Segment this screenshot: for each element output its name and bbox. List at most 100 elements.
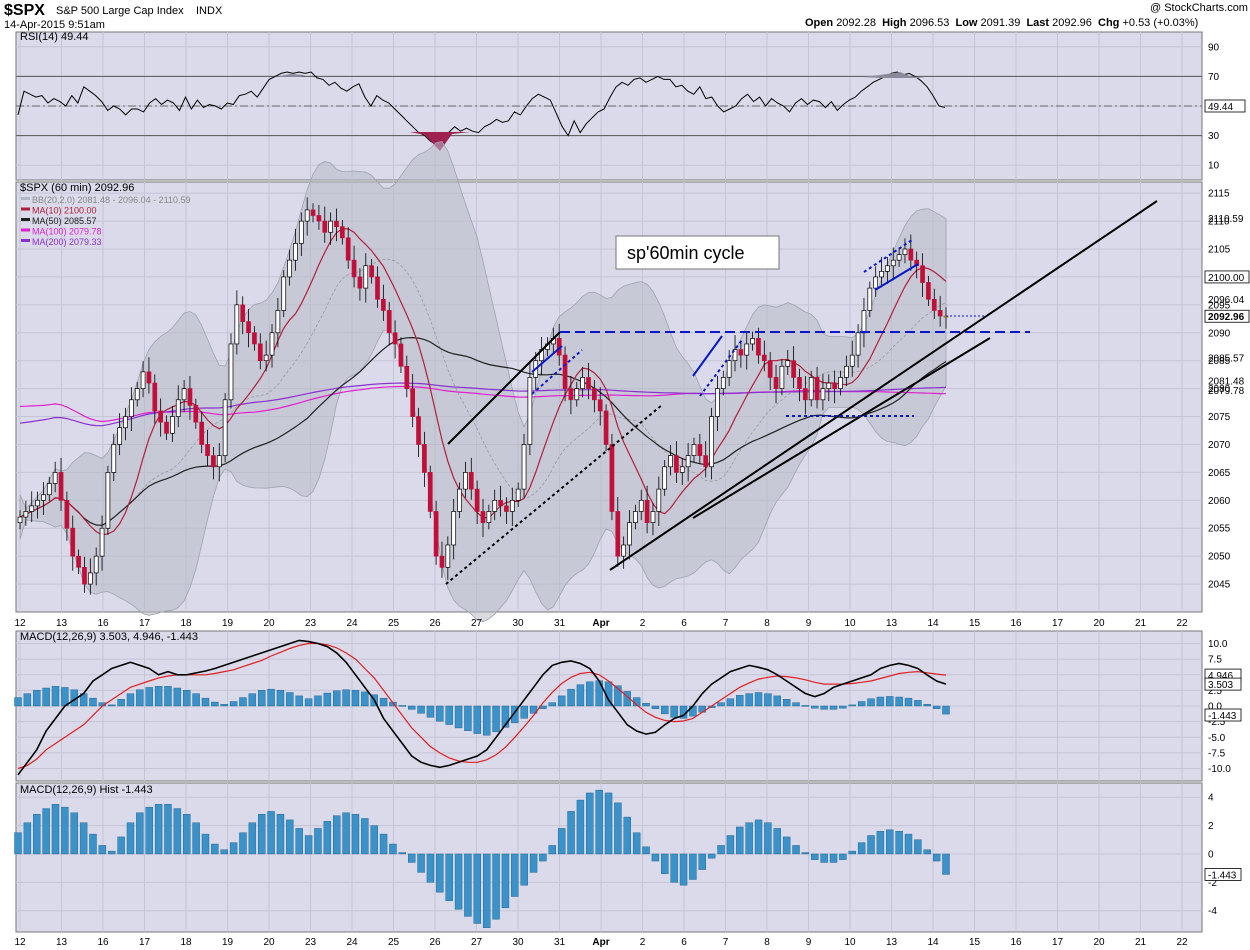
price-candle xyxy=(808,370,814,407)
candle-body xyxy=(527,377,533,445)
macd-histogram-bar xyxy=(61,687,69,707)
candle-body xyxy=(392,332,398,345)
price-value-label: 2079.78 xyxy=(1208,386,1245,397)
price-candle xyxy=(99,515,105,571)
macd-histogram-bar xyxy=(717,702,725,707)
hist-bar xyxy=(492,853,500,920)
x-tick-label: 24 xyxy=(346,618,358,629)
price-candle xyxy=(304,197,310,236)
y-tick-label: 2110 xyxy=(1208,217,1230,228)
price-candle xyxy=(826,374,832,402)
x-tick-label: 30 xyxy=(512,937,524,948)
y-tick-label: 7.5 xyxy=(1208,655,1222,666)
candle-body xyxy=(164,421,169,434)
x-tick-label: 18 xyxy=(180,937,192,948)
price-candle xyxy=(269,324,275,368)
candle-body xyxy=(76,555,81,568)
x-tick-label: 13 xyxy=(56,618,68,629)
x-tick-label: 25 xyxy=(388,618,400,629)
candle-body xyxy=(17,516,23,523)
macd-histogram-bar xyxy=(548,702,557,707)
price-candle xyxy=(568,376,574,415)
open-value: 2092.28 xyxy=(836,17,876,29)
price-candle xyxy=(287,249,292,286)
price-candle xyxy=(621,536,627,569)
candle-body xyxy=(697,444,703,456)
hist-bar xyxy=(445,853,453,901)
x-tick-label: 9 xyxy=(806,618,812,629)
y-tick-label: 2070 xyxy=(1208,440,1231,451)
low-label: Low xyxy=(955,17,978,29)
hist-bar xyxy=(117,836,125,855)
price-candle xyxy=(328,212,333,245)
x-tick-label: 16 xyxy=(97,937,109,948)
macd-histogram-bar xyxy=(886,696,894,707)
hist-bar xyxy=(276,814,285,855)
macd-histogram-bar xyxy=(782,699,791,707)
y-tick-label: -5.0 xyxy=(1208,733,1226,744)
x-tick-label: 8 xyxy=(764,937,770,948)
macd-histogram-bar xyxy=(361,691,369,707)
hist-bar xyxy=(820,853,828,863)
price-candle xyxy=(744,331,750,370)
macd-histogram-bar xyxy=(23,693,32,707)
hist-bar xyxy=(782,836,791,855)
candle-body xyxy=(504,505,509,512)
candle-body xyxy=(187,388,193,406)
macd-histogram-bar xyxy=(642,702,650,707)
price-candle xyxy=(398,337,404,373)
x-tick-label: 31 xyxy=(554,618,566,629)
candle-body xyxy=(269,332,275,356)
macd-histogram-bar xyxy=(154,686,163,707)
price-candle xyxy=(164,415,169,440)
candle-body xyxy=(152,382,158,412)
x-tick-label: 15 xyxy=(969,618,981,629)
hist-bar xyxy=(323,821,332,855)
candle-body xyxy=(791,360,796,378)
price-candle xyxy=(562,346,568,402)
price-candle xyxy=(509,487,515,526)
candle-body xyxy=(849,354,855,367)
y-tick-label: 2090 xyxy=(1208,328,1231,339)
candle-body xyxy=(398,343,404,367)
candle-body xyxy=(592,388,597,401)
hist-bar xyxy=(295,828,303,855)
price-candle xyxy=(797,368,802,402)
hist-bar xyxy=(51,804,60,855)
legend-entry: MA(50) 2085.57 xyxy=(32,216,97,226)
macd-value-label: 4.946 xyxy=(1208,671,1233,682)
hist-bar xyxy=(707,853,716,859)
candle-body xyxy=(597,399,603,412)
price-candle xyxy=(439,541,445,578)
candle-body xyxy=(820,388,826,401)
hist-bar xyxy=(436,853,444,893)
macd-histogram-bar xyxy=(651,705,660,710)
candle-body xyxy=(351,259,357,278)
price-candle xyxy=(82,556,87,593)
price-candle xyxy=(474,480,480,525)
candle-body xyxy=(685,455,691,468)
macd-histogram-bar xyxy=(811,705,819,709)
hist-bar xyxy=(229,842,238,855)
chg-value: +0.53 (+0.03%) xyxy=(1122,17,1199,29)
candle-body xyxy=(375,276,380,300)
hist-bar xyxy=(126,822,135,855)
price-candle xyxy=(281,270,287,318)
price-candle xyxy=(814,366,820,409)
blue-flag-lower xyxy=(531,349,583,395)
legend-swatch xyxy=(21,218,30,221)
price-candle xyxy=(199,411,205,454)
macd-histogram-bar xyxy=(839,705,847,709)
price-candle xyxy=(64,491,70,541)
hist-bar xyxy=(389,843,397,855)
macd-value-label: -1.443 xyxy=(1208,711,1237,722)
candle-body xyxy=(293,243,298,261)
candle-body xyxy=(427,472,433,512)
macd-histogram-bar xyxy=(183,690,191,707)
hist-bar xyxy=(661,853,669,875)
candle-body xyxy=(316,215,322,222)
candle-body xyxy=(715,388,720,417)
candle-body xyxy=(750,338,755,345)
price-candle xyxy=(674,441,679,483)
x-tick-label: 15 xyxy=(969,937,981,948)
